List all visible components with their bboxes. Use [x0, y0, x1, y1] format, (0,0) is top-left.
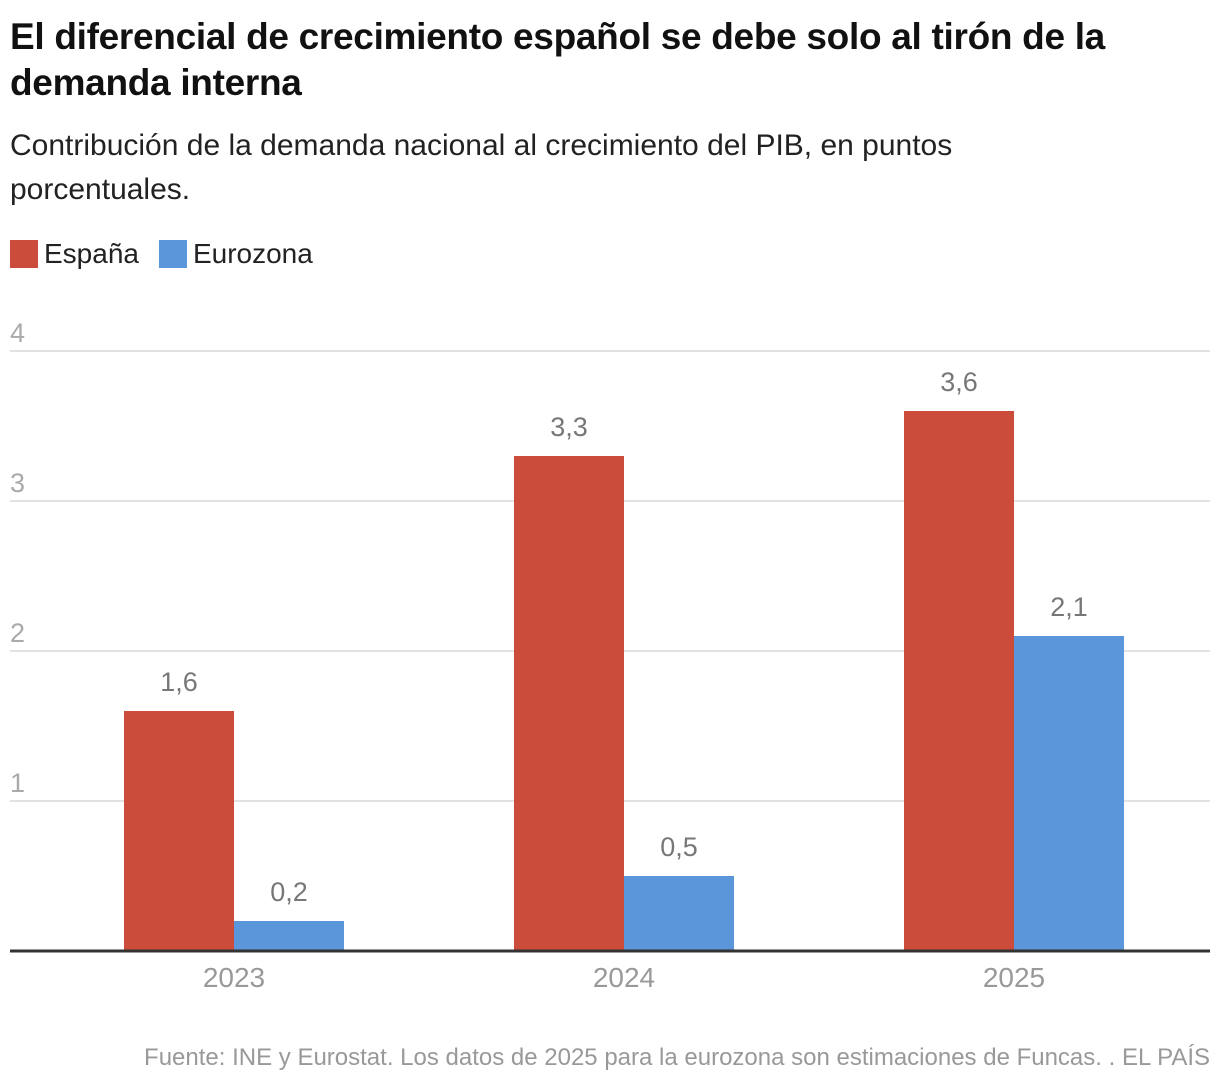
bar-eurozona — [234, 921, 344, 951]
y-tick-label: 1 — [10, 768, 25, 798]
bar-eurozona — [624, 876, 734, 951]
y-tick-label: 3 — [10, 468, 25, 498]
data-label: 2,1 — [1050, 592, 1088, 622]
legend-label-espana: España — [44, 238, 139, 269]
x-tick-label: 2025 — [983, 962, 1045, 993]
legend: España Eurozona — [10, 238, 333, 270]
legend-swatch-espana — [10, 240, 38, 268]
legend-label-eurozona: Eurozona — [192, 238, 313, 269]
legend-item-eurozona: Eurozona — [158, 238, 313, 270]
chart-subtitle: Contribución de la demanda nacional al c… — [10, 129, 953, 206]
y-tick-label: 2 — [10, 618, 25, 648]
source-note: Fuente: INE y Eurostat. Los datos de 202… — [144, 1044, 1210, 1071]
bar-espana — [124, 711, 234, 951]
legend-item-espana: España — [10, 238, 139, 270]
data-label: 0,5 — [660, 832, 698, 862]
bar-espana — [514, 456, 624, 951]
data-label: 1,6 — [160, 667, 198, 697]
legend-swatch-eurozona — [158, 240, 187, 268]
y-tick-label: 4 — [10, 318, 25, 348]
data-label: 3,6 — [940, 367, 978, 397]
data-label: 0,2 — [270, 877, 308, 907]
x-tick-label: 2023 — [203, 962, 265, 993]
bar-espana — [904, 411, 1014, 951]
bar-eurozona — [1014, 636, 1124, 951]
x-tick-label: 2024 — [593, 962, 655, 993]
data-label: 3,3 — [550, 412, 588, 442]
chart-title: El diferencial de crecimiento español se… — [10, 16, 1105, 103]
